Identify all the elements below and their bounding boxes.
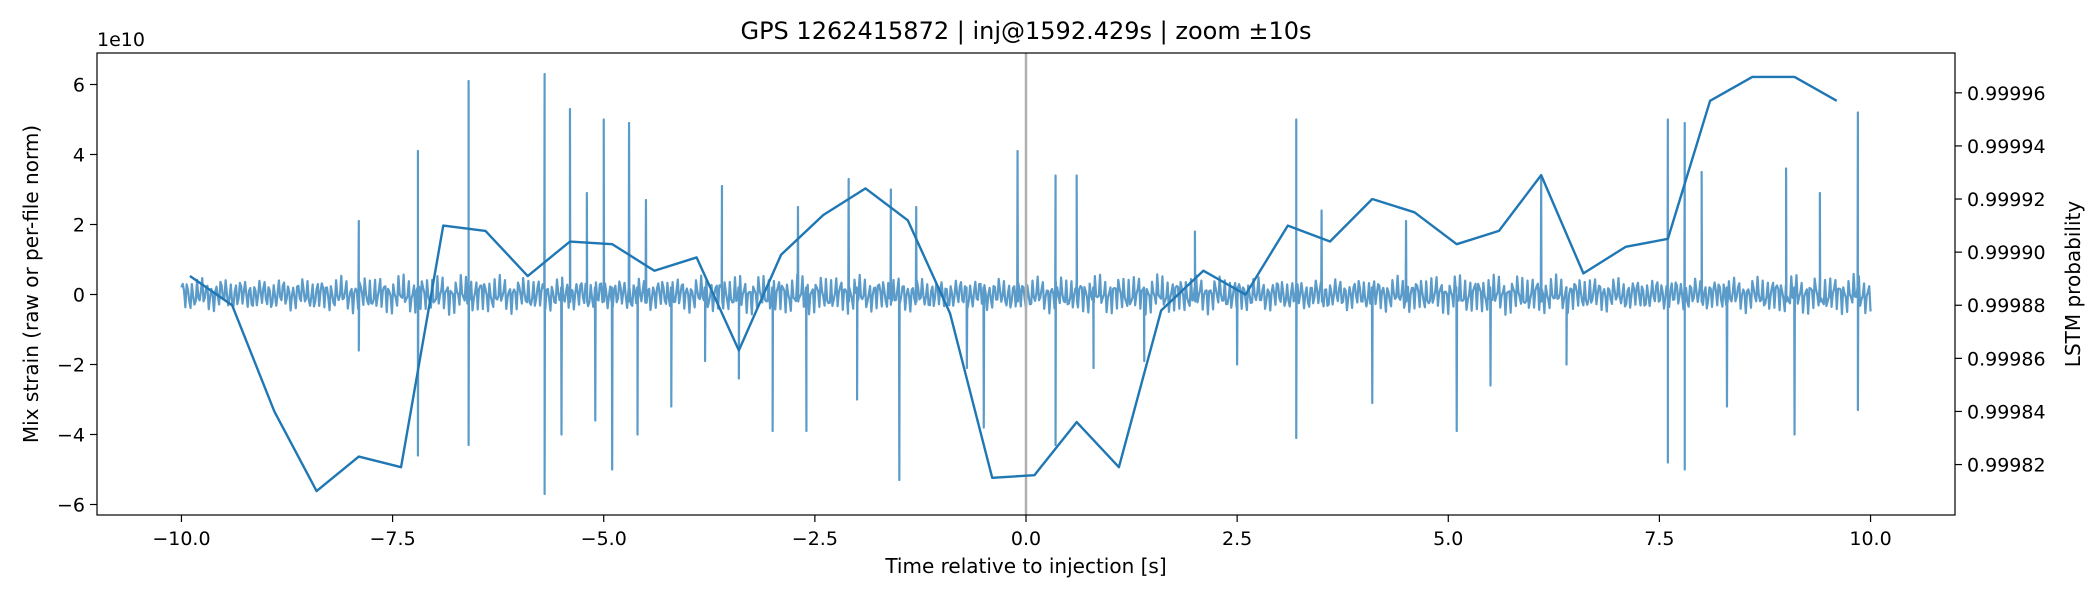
y-left-tick-label: −6 <box>57 495 85 517</box>
y-left-tick-label: 2 <box>73 215 85 237</box>
y-right-tick-label: 0.99986 <box>1967 348 2046 370</box>
x-axis: −10.0 −7.5 −5.0 −2.5 0.0 2.5 5.0 7.5 10.0 <box>152 515 1892 550</box>
y-left-axis: −6 −4 −2 0 2 4 6 <box>57 75 97 517</box>
y-right-tick-label: 0.99988 <box>1967 295 2046 317</box>
left-offset-text: 1e10 <box>97 29 145 51</box>
chart-title: GPS 1262415872 | inj@1592.429s | zoom ±1… <box>740 17 1311 45</box>
y-right-tick-label: 0.99992 <box>1967 189 2046 211</box>
y-right-tick-label: 0.99982 <box>1967 455 2046 477</box>
y-right-tick-label: 0.99990 <box>1967 242 2046 264</box>
strain-series <box>180 72 1872 496</box>
x-tick-label: 5.0 <box>1433 528 1463 550</box>
y-right-tick-label: 0.99994 <box>1967 136 2046 158</box>
x-tick-label: 10.0 <box>1849 528 1891 550</box>
x-axis-label: Time relative to injection [s] <box>884 554 1166 578</box>
x-tick-label: 2.5 <box>1222 528 1252 550</box>
strain-line <box>180 72 1872 496</box>
x-tick-label: −10.0 <box>152 528 210 550</box>
y-right-axis-label: LSTM probability <box>2061 201 2085 368</box>
y-right-axis: 0.99982 0.99984 0.99986 0.99988 0.99990 0.999… <box>1955 83 2046 477</box>
y-right-tick-label: 0.99996 <box>1967 83 2046 105</box>
y-left-tick-label: 6 <box>73 75 85 97</box>
lstm-series <box>189 75 1838 493</box>
x-tick-label: 7.5 <box>1644 528 1674 550</box>
lstm-line <box>189 75 1838 493</box>
y-left-axis-label: Mix strain (raw or per-file norm) <box>19 125 43 443</box>
x-tick-label: 0.0 <box>1011 528 1041 550</box>
y-left-tick-label: 0 <box>73 285 85 307</box>
y-left-tick-label: −2 <box>57 355 85 377</box>
x-tick-label: −2.5 <box>792 528 838 550</box>
x-tick-label: −7.5 <box>370 528 416 550</box>
y-right-tick-label: 0.99984 <box>1967 401 2046 423</box>
y-left-tick-label: 4 <box>73 145 85 167</box>
x-tick-label: −5.0 <box>581 528 627 550</box>
y-left-tick-label: −4 <box>57 425 85 447</box>
